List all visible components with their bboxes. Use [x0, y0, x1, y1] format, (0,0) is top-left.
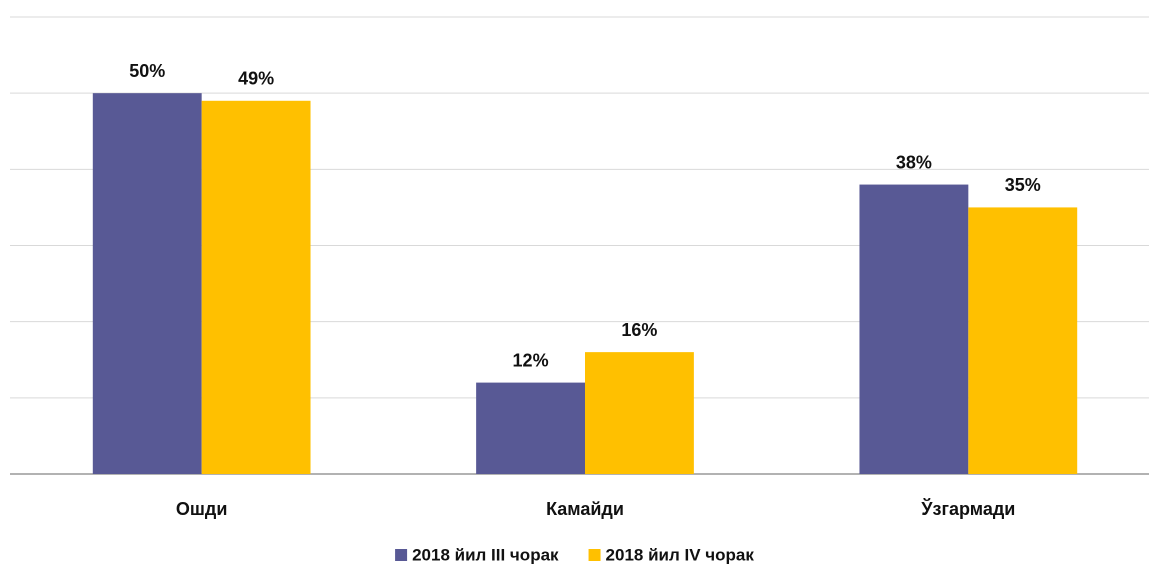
data-label: 49% [238, 69, 274, 89]
legend-label: 2018 йил III чорак [412, 545, 559, 564]
data-label: 50% [129, 61, 165, 81]
bar [968, 207, 1078, 474]
x-tick-label: Камайди [546, 499, 624, 519]
data-label: 38% [896, 152, 932, 172]
legend-swatch [395, 549, 408, 561]
x-tick-label: Ошди [176, 499, 228, 519]
bar [476, 382, 585, 474]
legend-label: 2018 йил IV чорак [606, 545, 755, 564]
x-tick-label: Ўзгармади [920, 498, 1015, 519]
data-label: 35% [1005, 175, 1041, 195]
bar [201, 100, 311, 475]
data-label: 12% [513, 350, 549, 370]
bar [859, 184, 969, 475]
data-label: 16% [621, 320, 657, 340]
legend-swatch [588, 549, 601, 561]
bar [585, 352, 694, 474]
bar [92, 93, 202, 475]
